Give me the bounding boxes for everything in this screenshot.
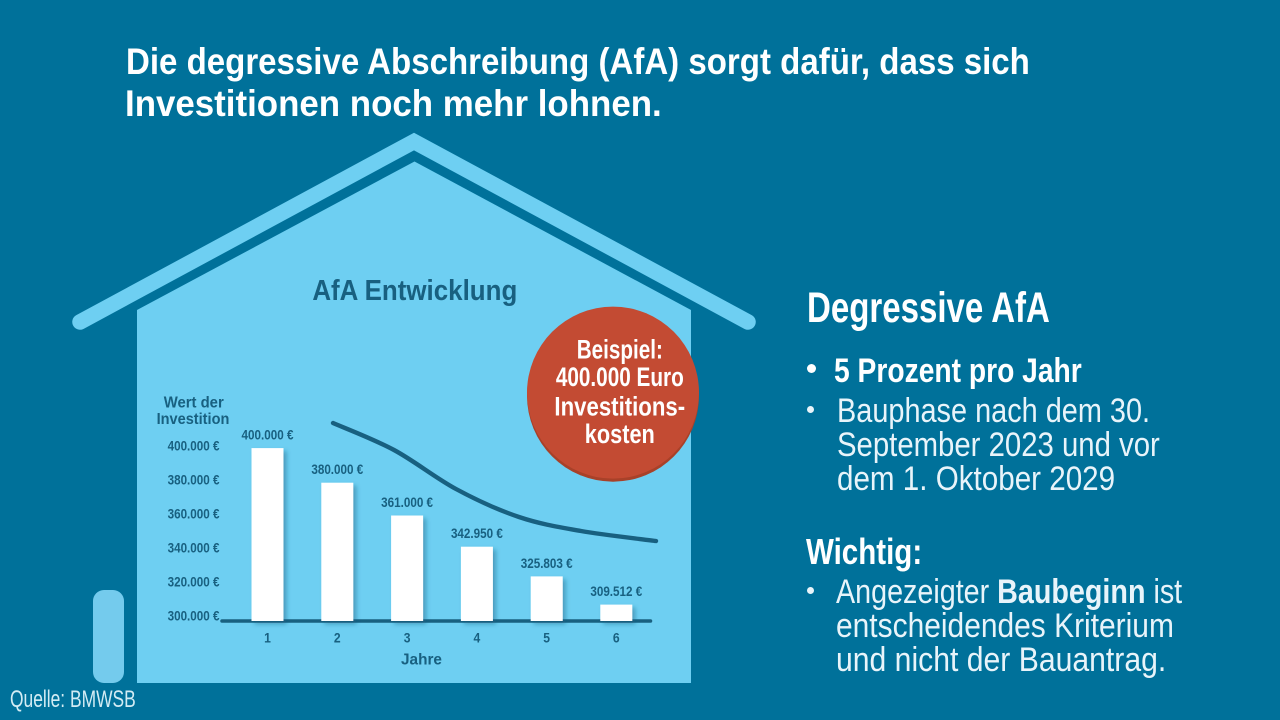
- svg-text:3: 3: [404, 630, 411, 646]
- svg-text:Investitions-: Investitions-: [554, 393, 685, 422]
- svg-text:5: 5: [543, 630, 550, 646]
- svg-text:kosten: kosten: [585, 420, 655, 450]
- svg-text:Wert der: Wert der: [164, 394, 224, 412]
- svg-text:309.512 €: 309.512 €: [590, 584, 642, 599]
- svg-text:400.000 €: 400.000 €: [242, 428, 294, 443]
- svg-text:325.803 €: 325.803 €: [521, 556, 573, 571]
- svg-text:400.000 Euro: 400.000 Euro: [556, 363, 684, 393]
- svg-text:380.000 €: 380.000 €: [168, 473, 220, 488]
- svg-text:400.000 €: 400.000 €: [168, 439, 220, 454]
- svg-text:320.000 €: 320.000 €: [168, 575, 220, 590]
- svg-text:4: 4: [474, 630, 482, 646]
- svg-text:AfA Entwicklung: AfA Entwicklung: [312, 274, 517, 307]
- svg-text:380.000 €: 380.000 €: [311, 462, 363, 477]
- svg-text:342.950 €: 342.950 €: [451, 526, 503, 541]
- svg-text:2: 2: [334, 630, 341, 646]
- svg-text:Jahre: Jahre: [401, 651, 442, 668]
- svg-text:361.000 €: 361.000 €: [381, 495, 433, 510]
- svg-text:300.000 €: 300.000 €: [168, 609, 220, 624]
- svg-text:6: 6: [613, 630, 620, 646]
- svg-text:Beispiel:: Beispiel:: [577, 335, 663, 365]
- svg-text:Investition: Investition: [157, 410, 230, 428]
- svg-text:1: 1: [264, 630, 271, 646]
- svg-text:340.000 €: 340.000 €: [168, 541, 220, 556]
- svg-text:360.000 €: 360.000 €: [168, 507, 220, 522]
